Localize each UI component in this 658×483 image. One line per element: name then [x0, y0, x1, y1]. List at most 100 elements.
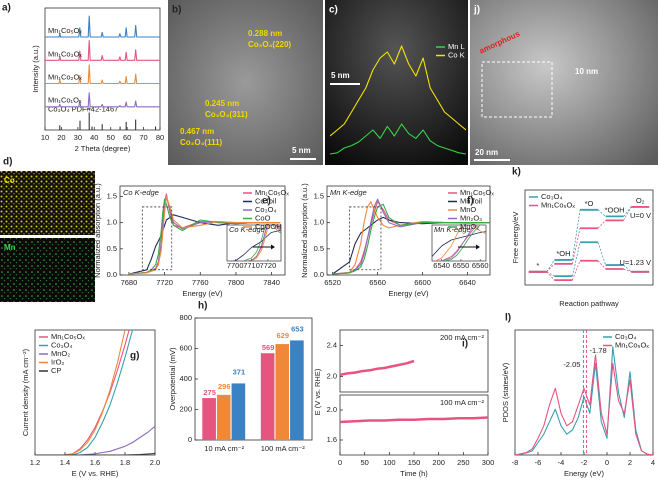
y-tick-label: 0.5 — [314, 244, 324, 253]
y-axis-label: PDOS (states/eV) — [501, 362, 510, 422]
x-tick-label: 1.6 — [90, 458, 100, 467]
x-tick-label: 80 — [156, 133, 164, 142]
eds-map — [0, 171, 95, 235]
connector — [546, 259, 555, 273]
reference-label: Co₃O₄ PDF#42-1467 — [48, 105, 118, 114]
legend-label: Mn₁Co₅Oₓ — [51, 332, 85, 341]
connector — [571, 228, 581, 264]
x-tick-label: -6 — [535, 458, 542, 467]
line — [128, 195, 281, 275]
y-tick-label: 2.0 — [327, 371, 337, 380]
x-tick-label: 40 — [90, 133, 98, 142]
x-tick-label: 10 — [41, 133, 49, 142]
legend-label: Co foil — [255, 196, 277, 205]
d-band-label: -1.78 — [590, 346, 607, 355]
condition-label: U=1.23 V — [620, 258, 651, 267]
map-label: Mn — [4, 243, 16, 252]
chart-title: Mn K-edge — [330, 188, 367, 197]
d-band-label: -2.05 — [563, 360, 580, 369]
inset-arrow-head — [271, 244, 275, 250]
connector — [623, 268, 632, 273]
y-tick-label: 0.0 — [314, 270, 324, 279]
legend-label: CoOOH — [255, 222, 282, 231]
legend-label: MnO — [460, 205, 476, 214]
inset-x-tick-label: 6540 — [433, 261, 450, 270]
connector — [571, 242, 581, 277]
line — [434, 225, 486, 261]
x-tick-label: 200 — [432, 458, 445, 467]
y-axis-label: Current density (mA cm⁻²) — [21, 348, 30, 436]
bar — [216, 394, 231, 440]
legend-label: Co₃O₄ — [615, 332, 637, 341]
chart-title: Co K-edge — [123, 188, 159, 197]
tem-image — [470, 0, 658, 165]
inset-x-tick-label: 7700 — [227, 261, 244, 270]
panel-label: d) — [3, 157, 12, 168]
line — [515, 346, 653, 455]
x-tick-label: 1.8 — [120, 458, 130, 467]
x-tick-label: 20 — [57, 133, 65, 142]
plot-frame — [339, 329, 489, 393]
x-tick-label: 7720 — [156, 278, 173, 287]
y-axis-label: Normalized absorption (a.u.) — [300, 183, 309, 278]
x-tick-label: 6520 — [324, 278, 341, 287]
connector — [597, 260, 606, 270]
y-tick-label: 0 — [188, 435, 192, 444]
scale-label: 5 nm — [292, 146, 311, 155]
lattice-label: 0.288 nm — [248, 29, 282, 38]
y-tick-label: 200 — [179, 404, 192, 413]
y-tick-label: 2.0 — [327, 405, 337, 414]
line — [432, 231, 486, 257]
y-axis-label: Overpotential (mV) — [168, 347, 177, 410]
value-label: 653 — [291, 324, 304, 333]
y-axis-label: Normalized absorption (a.u.) — [93, 183, 102, 278]
connector — [623, 206, 632, 221]
lattice-label: Co₃O₄(311) — [205, 110, 248, 119]
line — [45, 64, 160, 85]
y-tick-label: 1.0 — [314, 218, 324, 227]
y-axis-label: Intensity (a.u.) — [31, 45, 40, 93]
panel-label: j) — [473, 5, 480, 16]
connector — [571, 209, 581, 260]
x-tick-label: 60 — [123, 133, 131, 142]
panel-label: h) — [198, 301, 207, 312]
line — [45, 15, 160, 38]
y-tick-label: 0.0 — [107, 270, 117, 279]
panel-label: b) — [172, 5, 181, 16]
connector — [597, 220, 606, 229]
y-tick-label: 1.5 — [314, 191, 324, 200]
x-tick-label: 7840 — [263, 278, 280, 287]
x-axis-label: Reaction pathway — [559, 299, 619, 308]
x-tick-label: 150 — [408, 458, 421, 467]
x-tick-label: 100 — [383, 458, 396, 467]
legend-label: Co₃O₄ — [541, 192, 563, 201]
panel-label: k) — [512, 167, 521, 178]
inset-arrow-head — [476, 244, 480, 250]
line — [241, 225, 281, 261]
plot-frame — [119, 185, 286, 276]
scale-label: 20 nm — [475, 148, 498, 157]
line — [515, 354, 653, 455]
x-tick-label: 7800 — [228, 278, 245, 287]
step-label: *OOH — [605, 205, 625, 214]
line — [340, 416, 488, 424]
line — [340, 359, 415, 377]
x-tick-label: 50 — [107, 133, 115, 142]
value-label: 275 — [203, 388, 216, 397]
y-tick-label: 400 — [179, 374, 192, 383]
legend-label: Co₃O₄ — [255, 205, 277, 214]
inset-x-tick-label: 7710 — [243, 261, 260, 270]
step-label: O₂ — [636, 196, 645, 205]
plot-frame — [326, 185, 491, 276]
x-tick-label: 1.4 — [60, 458, 70, 467]
inset-title: Mn K-edge — [434, 225, 471, 234]
line — [35, 452, 155, 455]
line — [45, 92, 160, 108]
legend-label: Co K — [448, 50, 465, 59]
y-tick-label: 2.4 — [327, 340, 337, 349]
x-axis-label: Energy (eV) — [182, 289, 223, 298]
line — [35, 330, 126, 455]
x-tick-label: 70 — [139, 133, 147, 142]
x-tick-label: 2 — [628, 458, 632, 467]
